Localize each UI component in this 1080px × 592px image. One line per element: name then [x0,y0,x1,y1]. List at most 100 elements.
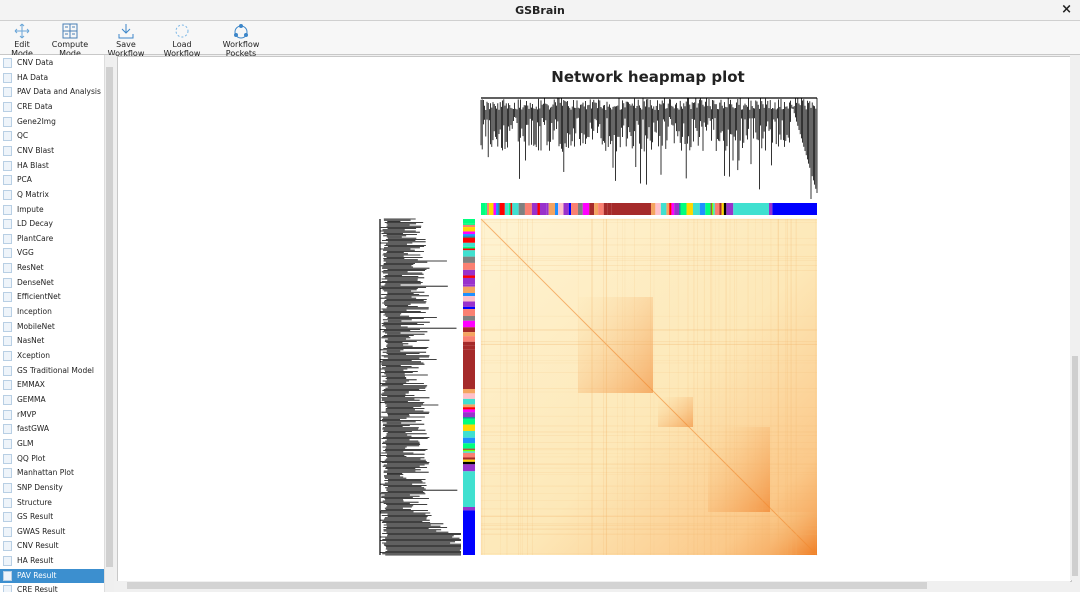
icon [62,23,78,39]
sidebar-item[interactable]: QQ Plot [0,452,104,466]
sidebar-item[interactable]: Xception [0,349,104,363]
sidebar-item[interactable]: Gene2Img [0,115,104,129]
sidebar-item[interactable]: PlantCare [0,232,104,246]
module-color [463,448,475,450]
module-color [489,203,494,215]
sidebar-item[interactable]: EMMAX [0,378,104,392]
sidebar-item[interactable]: EfficientNet [0,290,104,304]
sidebar-item[interactable]: HA Result [0,554,104,568]
item-label: GS Traditional Model [17,365,94,375]
item-icon [3,131,12,142]
label: Compute Mode [51,40,89,58]
toolbar: Edit Mode Compute Mode Save Workflow Loa… [0,21,1080,58]
item-icon [3,145,12,156]
module-color [485,203,487,215]
workflow-pockets-button[interactable]: Workflow Pockets [210,21,272,58]
heatmap-block [578,297,653,393]
item-label: HA Data [17,72,49,82]
module-color [463,510,475,555]
sidebar-item[interactable]: PAV Result [0,568,104,583]
sidebar-item[interactable]: GS Traditional Model [0,364,104,378]
label: Save Workflow [107,40,145,58]
sidebar-item[interactable]: VGG [0,246,104,260]
sidebar-item[interactable]: ResNet [0,261,104,275]
icon [234,24,248,39]
sidebar-item[interactable]: CNV Result [0,539,104,553]
sidebar-item[interactable]: fastGWA [0,422,104,436]
item-label: Inception [17,307,52,317]
item-icon [3,380,12,391]
module-color [463,277,475,285]
module-color [651,203,656,215]
module-color [463,459,475,462]
sidebar-item[interactable]: rMVP [0,408,104,422]
item-icon [3,321,12,332]
sidebar-item[interactable]: PAV Data and Analysis [0,85,104,99]
sidebar-item[interactable]: HA Blast [0,159,104,173]
sidebar-scrollbar[interactable] [104,55,114,592]
module-color [481,203,486,215]
sidebar-item[interactable]: GS Result [0,510,104,524]
close-button[interactable]: × [1061,2,1072,17]
module-color [772,203,817,215]
sidebar-item[interactable]: Inception [0,305,104,319]
module-color [680,203,687,215]
module-color [589,203,595,215]
item-icon [3,526,12,537]
sidebar-item[interactable]: LD Decay [0,217,104,231]
sidebar-item[interactable]: Manhattan Plot [0,466,104,480]
item-label: Impute [17,204,44,214]
sidebar-item[interactable]: QC [0,129,104,143]
module-color [669,203,672,215]
sidebar-item[interactable]: Q Matrix [0,188,104,202]
sidebar-item[interactable]: GLM [0,437,104,451]
module-color [463,275,475,278]
item-label: GLM [17,438,34,448]
item-icon [3,482,12,493]
sidebar-item[interactable]: Impute [0,203,104,217]
module-color [726,203,734,215]
module-color [493,203,497,215]
sidebar-item[interactable]: CNV Blast [0,144,104,158]
scroll-thumb[interactable] [106,67,113,567]
compute-mode-button[interactable]: Compute Mode [44,21,96,58]
module-color [554,203,559,215]
sidebar-item[interactable]: MobileNet [0,320,104,334]
module-color [512,203,519,215]
sidebar-item[interactable]: HA Data [0,71,104,85]
item-icon [3,248,12,259]
sidebar-item[interactable]: CRE Result [0,583,104,592]
item-label: PCA [17,175,32,185]
load-workflow-button[interactable]: Load Workflow [156,21,208,58]
item-icon [3,438,12,449]
edit-mode-button[interactable]: Edit Mode [4,21,40,58]
sidebar-item[interactable]: NasNet [0,334,104,348]
item-icon [3,160,12,171]
item-icon [3,204,12,215]
save-workflow-button[interactable]: Save Workflow [100,21,152,58]
module-color [558,203,564,215]
item-label: QQ Plot [17,453,46,463]
item-label: HA Result [17,556,54,566]
sidebar-item[interactable]: GEMMA [0,393,104,407]
module-color [498,203,500,215]
sidebar-item[interactable]: PCA [0,173,104,187]
label: Workflow Pockets [222,40,260,58]
main-scrollbar[interactable] [1070,56,1080,580]
sidebar-item[interactable]: DenseNet [0,276,104,290]
sidebar-item[interactable]: CNV Data [0,56,104,70]
sidebar-item[interactable]: SNP Density [0,481,104,495]
module-color [463,404,475,408]
icon [118,24,134,39]
module-color [463,471,475,507]
scroll-thumb[interactable] [1072,356,1078,576]
item-label: GWAS Result [17,526,66,536]
label: Load Workflow [163,40,201,58]
sidebar-item[interactable]: GWAS Result [0,525,104,539]
sidebar-item[interactable]: Structure [0,496,104,510]
sidebar-item[interactable]: CRE Data [0,100,104,114]
horizontal-scrollbar[interactable] [117,581,1070,590]
scroll-thumb[interactable] [127,582,927,589]
module-color [510,203,513,215]
item-icon [3,453,12,464]
